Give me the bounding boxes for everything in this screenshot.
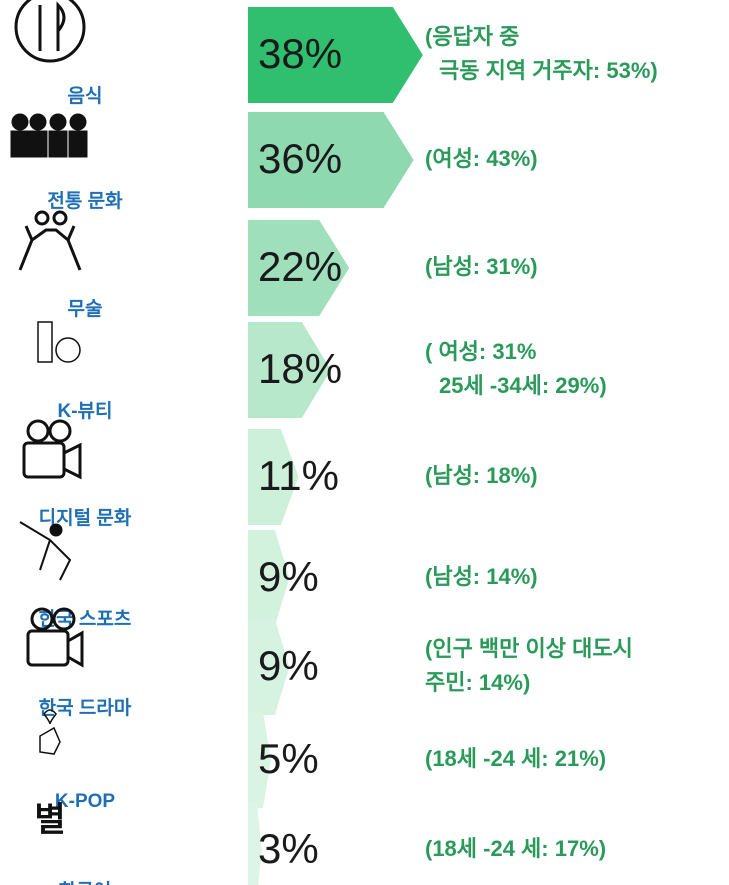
value-label: 5% xyxy=(258,735,319,782)
icon-shape xyxy=(43,709,57,725)
icon-shape xyxy=(49,113,67,131)
value-label: 22% xyxy=(258,243,342,290)
value-label: 9% xyxy=(258,553,319,600)
annotation: (응답자 중 xyxy=(425,24,519,49)
icon-shape xyxy=(68,130,88,158)
icon xyxy=(22,419,82,480)
icon-shape xyxy=(55,337,81,363)
icon-shape xyxy=(28,130,48,158)
icon xyxy=(39,709,61,755)
category-label: 한국어 xyxy=(59,880,111,885)
value-label: 11% xyxy=(258,452,339,499)
annotation: (18세 -24 세: 17%) xyxy=(425,836,606,861)
bar xyxy=(248,619,290,715)
annotation: (남성: 18%) xyxy=(425,463,538,488)
category-label: 전통 문화 xyxy=(47,190,123,212)
icon-shape xyxy=(67,630,84,668)
bar xyxy=(248,220,350,316)
category-label: 음식 xyxy=(68,85,103,107)
icon-shape xyxy=(26,419,50,443)
annotation: 극동 지역 거주자: 53%) xyxy=(439,58,658,83)
annotation: (18세 -24 세: 21%) xyxy=(425,746,606,771)
icon-shape xyxy=(11,113,29,131)
category-label: K-POP xyxy=(55,791,116,812)
icon xyxy=(19,521,72,581)
category-label: 한국 스포츠 xyxy=(39,608,132,630)
bar xyxy=(248,7,423,103)
icon xyxy=(37,321,81,363)
icon-shape xyxy=(14,0,86,63)
annotation: ( 여성: 31% xyxy=(425,339,536,364)
icon-shape xyxy=(63,442,82,480)
icon-shape xyxy=(48,130,68,158)
bar xyxy=(248,712,271,808)
value-label: 38% xyxy=(258,30,342,77)
annotation: 주민: 14%) xyxy=(425,670,530,695)
bar xyxy=(248,530,290,626)
value-label: 3% xyxy=(258,825,319,872)
icon-shape xyxy=(30,607,54,631)
icon-shape xyxy=(29,113,47,131)
icon-shape xyxy=(52,607,76,631)
category-label: 한국 드라마 xyxy=(39,697,132,719)
annotation: (남성: 14%) xyxy=(425,564,538,589)
value-label: 36% xyxy=(258,135,342,182)
annotation: 25세 -34세: 29%) xyxy=(439,373,607,398)
icon xyxy=(26,607,84,668)
bar xyxy=(248,802,262,885)
icon-shape xyxy=(18,225,82,271)
annotation: (남성: 31%) xyxy=(425,254,538,279)
category-label: K-뷰티 xyxy=(57,400,112,422)
icon-shape xyxy=(22,441,66,479)
icon-shape xyxy=(52,210,68,226)
icon xyxy=(10,113,88,158)
category-label: 무술 xyxy=(68,298,103,320)
icon-shape xyxy=(34,210,50,226)
bar xyxy=(248,429,299,525)
icon xyxy=(14,0,86,63)
icon-shape: 별 xyxy=(34,801,65,839)
icon-shape xyxy=(37,321,53,363)
bar xyxy=(248,322,331,418)
value-label: 9% xyxy=(258,642,319,689)
icon-shape xyxy=(10,130,30,158)
category-label: 디지털 문화 xyxy=(39,507,132,529)
icon-shape xyxy=(56,1,66,51)
icon: 별 xyxy=(34,801,65,839)
annotation: (여성: 43%) xyxy=(425,146,538,171)
icon-shape xyxy=(69,113,87,131)
annotation: (인구 백만 이상 대도시 xyxy=(425,636,633,661)
icon xyxy=(18,210,82,271)
icon-shape xyxy=(48,419,72,443)
icon-shape xyxy=(19,521,72,581)
icon-shape xyxy=(39,726,61,755)
bar xyxy=(248,112,414,208)
icon-shape xyxy=(26,629,70,667)
value-label: 18% xyxy=(258,345,342,392)
icon-shape xyxy=(49,523,63,537)
